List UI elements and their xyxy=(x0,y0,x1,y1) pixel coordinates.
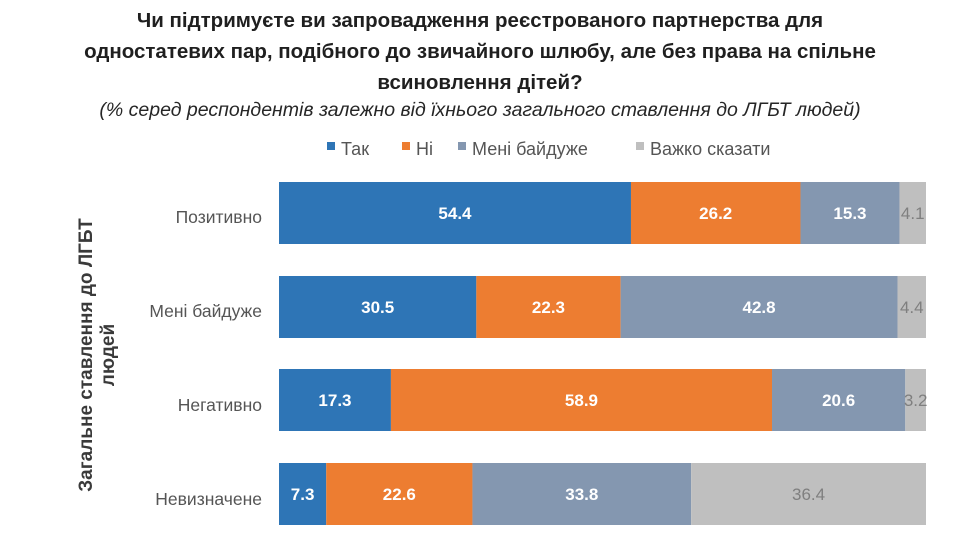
bar-segment-undefined-tak xyxy=(279,463,327,525)
data-label-indifferent-indifferent: 42.8 xyxy=(743,298,776,317)
legend-label-hard-to-say: Важко сказати xyxy=(650,138,771,159)
bar-segment-indifferent-hard-to-say xyxy=(897,276,926,338)
data-label-undefined-indifferent: 33.8 xyxy=(565,485,598,504)
bar-segment-positive-hard-to-say xyxy=(899,182,926,244)
data-label-negative-ni: 58.9 xyxy=(565,391,598,410)
chart-subtitle: (% серед респондентів залежно від їхньог… xyxy=(99,99,861,121)
data-label-negative-tak: 17.3 xyxy=(318,391,351,410)
bar-segment-undefined-indifferent xyxy=(472,463,692,525)
chart-title-line-2: одностатевих пар, подібного до звичайног… xyxy=(84,40,876,63)
category-label-undefined: Невизначене xyxy=(155,489,262,509)
legend-label-indifferent: Мені байдуже xyxy=(472,138,588,159)
legend-swatch-tak xyxy=(327,142,335,150)
bar-segment-indifferent-indifferent xyxy=(620,276,898,338)
category-label-negative: Негативно xyxy=(177,395,262,415)
bar-row-undefined: 7.3 22.6 33.8 36.4 xyxy=(279,463,926,525)
data-label-indifferent-hard-to-say: 4.4 xyxy=(900,298,924,317)
bar-segment-positive-indifferent xyxy=(800,182,900,244)
data-label-indifferent-ni: 22.3 xyxy=(532,298,565,317)
bar-segment-undefined-ni xyxy=(326,463,473,525)
category-label-indifferent: Мені байдуже xyxy=(149,301,262,321)
legend-item-hard-to-say: Важко сказати xyxy=(636,137,770,161)
legend-label-tak: Так xyxy=(341,138,370,159)
bar-segment-positive-ni xyxy=(630,182,801,244)
bar-segment-negative-hard-to-say xyxy=(905,369,926,431)
category-label-positive: Позитивно xyxy=(175,207,262,227)
bar-row-negative: 17.3 58.9 20.6 3.2 xyxy=(279,369,927,431)
data-label-negative-hard-to-say: 3.2 xyxy=(904,391,928,410)
bar-segment-negative-indifferent xyxy=(772,369,906,431)
data-label-indifferent-tak: 30.5 xyxy=(361,298,394,317)
legend-swatch-hard-to-say xyxy=(636,142,644,150)
data-label-undefined-hard-to-say: 36.4 xyxy=(792,485,825,504)
legend-swatch-ni xyxy=(402,142,410,150)
bar-segment-undefined-hard-to-say xyxy=(691,463,926,525)
legend-item-ni: Ні xyxy=(402,137,433,161)
data-label-positive-hard-to-say: 4.1 xyxy=(901,204,925,223)
legend: Так Ні Мені байдуже Важко сказати xyxy=(0,137,960,161)
chart-title: Чи підтримуєте ви запровадження реєстров… xyxy=(0,5,960,98)
bar-segment-positive-tak xyxy=(279,182,631,244)
legend-item-tak: Так xyxy=(327,137,369,161)
data-label-positive-tak: 54.4 xyxy=(438,204,472,223)
bar-row-positive: 54.4 26.2 15.3 4.1 xyxy=(279,182,926,244)
legend-label-ni: Ні xyxy=(416,138,433,159)
chart-title-line-3: всиновлення дітей? xyxy=(377,71,583,94)
bar-segment-negative-tak xyxy=(279,369,391,431)
bar-row-indifferent: 30.5 22.3 42.8 4.4 xyxy=(279,276,926,338)
legend-swatch-indifferent xyxy=(458,142,466,150)
bar-segment-indifferent-tak xyxy=(279,276,477,338)
legend-item-indifferent: Мені байдуже xyxy=(458,137,588,161)
data-label-positive-indifferent: 15.3 xyxy=(833,204,866,223)
bar-segment-indifferent-ni xyxy=(476,276,621,338)
data-label-negative-indifferent: 20.6 xyxy=(822,391,855,410)
data-label-positive-ni: 26.2 xyxy=(699,204,732,223)
data-label-undefined-tak: 7.3 xyxy=(291,485,315,504)
data-label-undefined-ni: 22.6 xyxy=(383,485,416,504)
chart-title-line-1: Чи підтримуєте ви запровадження реєстров… xyxy=(136,9,824,32)
bar-segment-negative-ni xyxy=(390,369,773,431)
